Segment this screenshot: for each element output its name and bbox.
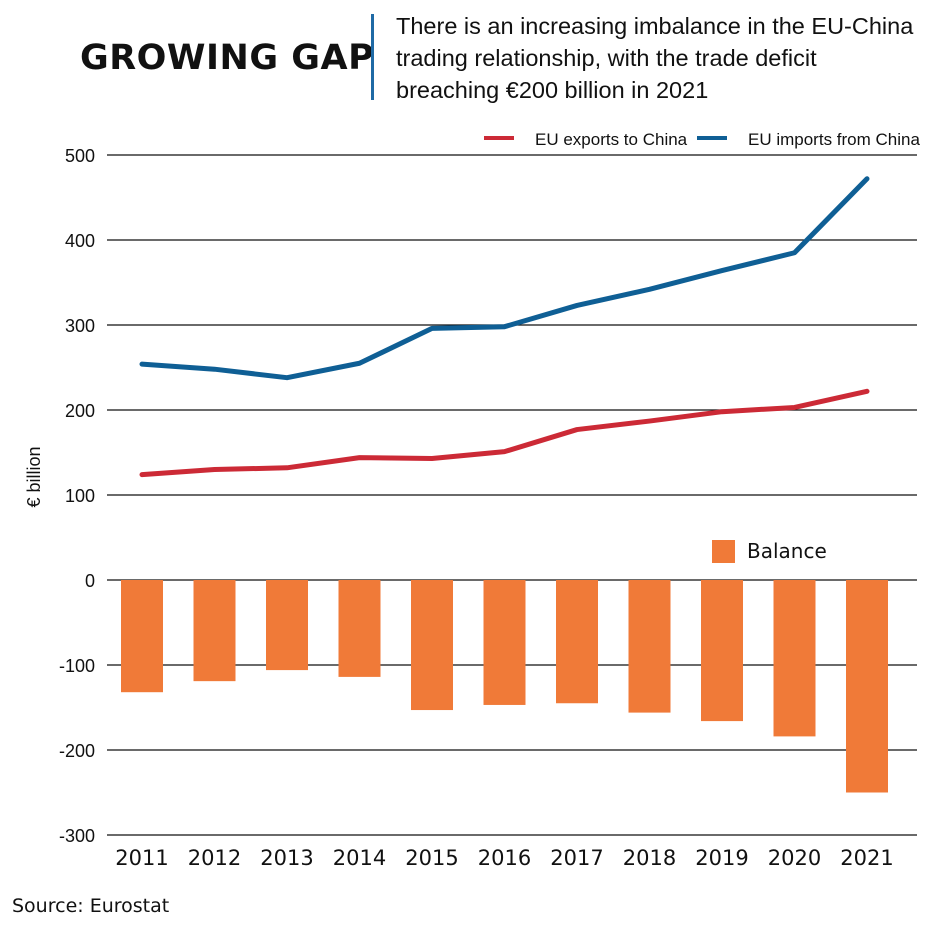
data-point [140, 473, 144, 477]
x-axis-ticks: 2011 2012 2013 2014 2015 2016 2017 2018 2019 2020… [115, 846, 893, 870]
balance-bar [121, 580, 163, 693]
data-point [430, 456, 434, 460]
y-tick-label: 500 [65, 146, 95, 166]
data-point [865, 389, 869, 393]
data-point [720, 410, 724, 414]
data-point [430, 326, 434, 330]
data-point [575, 428, 579, 432]
legend-label: Balance [747, 539, 827, 563]
x-tick-label: 2021 [840, 846, 893, 870]
chart-title: GROWING GAP [80, 38, 375, 78]
data-point [213, 468, 216, 471]
balance-bar [628, 580, 671, 713]
data-point [503, 450, 506, 454]
data-point [720, 269, 724, 273]
y-tick-label: -200 [59, 741, 95, 761]
x-tick-label: 2016 [478, 846, 531, 870]
title-divider [371, 14, 374, 100]
balance-bar [483, 580, 526, 705]
balance-bar [846, 580, 888, 793]
data-point [213, 367, 216, 371]
balance-bar [266, 580, 308, 671]
data-point [793, 251, 796, 255]
y-tick-label: -100 [59, 656, 95, 676]
data-point [503, 325, 506, 329]
balance-bars [121, 580, 888, 793]
x-tick-label: 2012 [188, 846, 241, 870]
x-tick-label: 2015 [405, 846, 458, 870]
source-note: Source: Eurostat [12, 895, 170, 917]
data-point [865, 177, 869, 181]
y-tick-label: 200 [65, 401, 95, 421]
y-tick-label: 0 [85, 571, 95, 591]
x-tick-label: 2011 [115, 846, 168, 870]
x-tick-label: 2014 [333, 846, 386, 870]
balance-bar [773, 580, 816, 737]
data-point [648, 287, 651, 291]
balance-bar [411, 580, 453, 711]
x-tick-label: 2017 [550, 846, 603, 870]
y-tick-label: -300 [59, 826, 95, 846]
data-point [793, 405, 796, 409]
chart-subtitle: There is an increasing imbalance in the … [396, 13, 914, 103]
legend-swatch [712, 540, 735, 563]
y-tick-label: 400 [65, 231, 95, 251]
legend-label: EU imports from China [748, 130, 920, 149]
balance-bar [338, 580, 381, 677]
trade-lines [139, 176, 870, 478]
legend: EU exports to China EU imports from China… [484, 130, 920, 563]
y-axis-label: € billion [24, 446, 44, 507]
data-point [140, 362, 144, 366]
data-point [358, 361, 361, 365]
y-tick-label: 300 [65, 316, 95, 336]
x-tick-label: 2020 [768, 846, 821, 870]
data-point [285, 466, 289, 470]
data-point [648, 419, 651, 423]
y-axis-ticks: 500 400 300 200 100 0 -100 -200 -300 [59, 146, 95, 846]
data-point [285, 376, 289, 380]
data-point [575, 303, 579, 307]
x-tick-label: 2013 [260, 846, 313, 870]
balance-bar [701, 580, 743, 722]
legend-label: EU exports to China [535, 130, 688, 149]
x-tick-label: 2019 [695, 846, 748, 870]
imports-line [139, 176, 870, 381]
y-tick-label: 100 [65, 486, 95, 506]
balance-bar [556, 580, 598, 704]
exports-line [139, 388, 870, 478]
data-point [358, 456, 361, 460]
x-tick-label: 2018 [623, 846, 676, 870]
balance-bar [193, 580, 236, 682]
